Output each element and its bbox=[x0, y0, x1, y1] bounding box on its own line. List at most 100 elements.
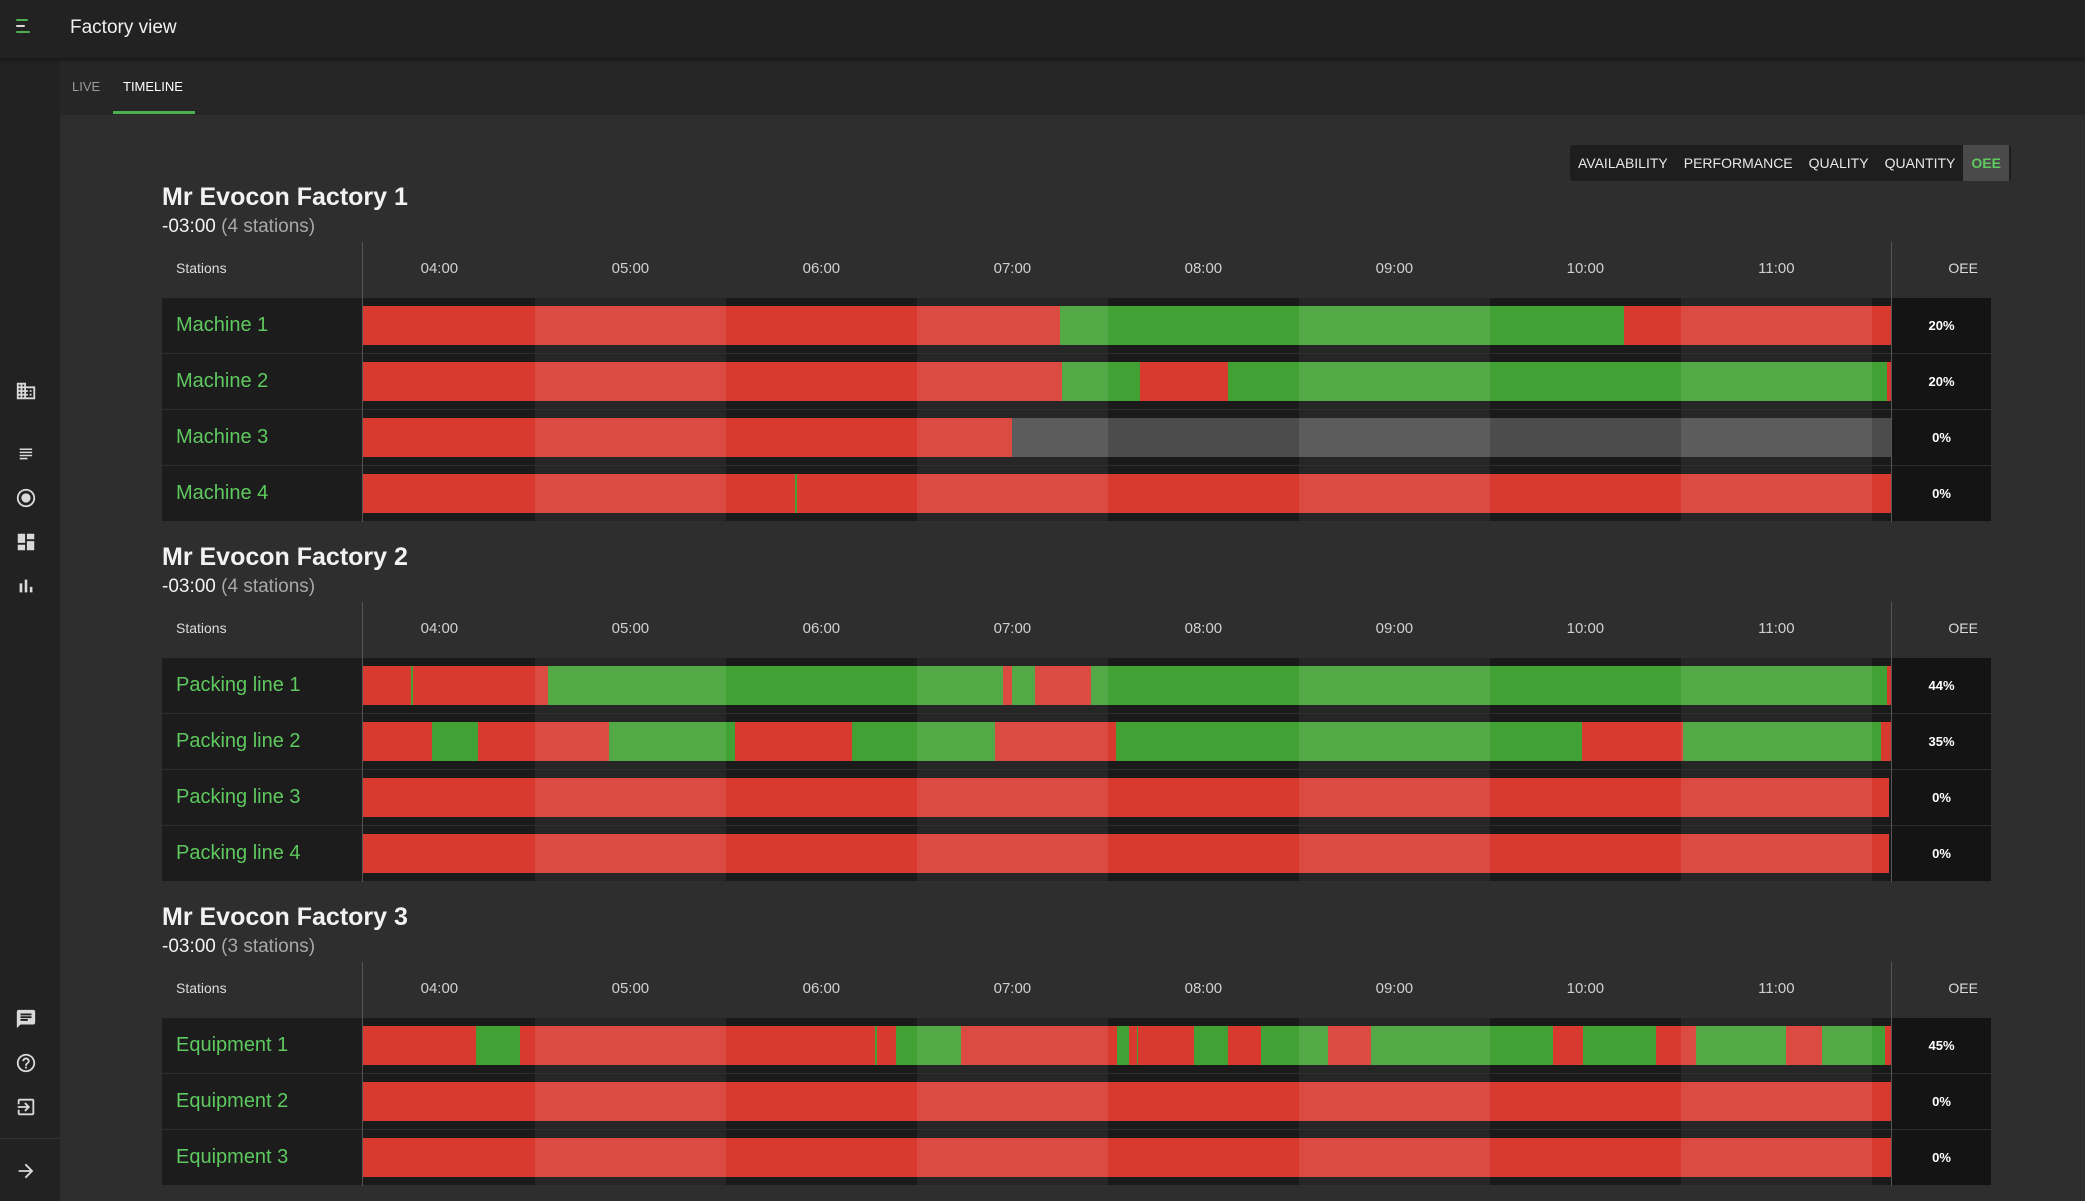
status-segment-bad[interactable] bbox=[995, 722, 1116, 761]
status-segment-bad[interactable] bbox=[363, 778, 1890, 817]
status-segment-good[interactable] bbox=[1228, 362, 1888, 401]
station-name[interactable]: Packing line 4 bbox=[162, 826, 362, 881]
status-segment-good[interactable] bbox=[1822, 1026, 1886, 1065]
station-row[interactable]: Packing line 3 0% bbox=[162, 770, 1991, 826]
metric-oee-button[interactable]: OEE bbox=[1963, 145, 2009, 181]
status-segment-bad[interactable] bbox=[1581, 722, 1683, 761]
status-segment-good[interactable] bbox=[851, 722, 996, 761]
station-name[interactable]: Packing line 2 bbox=[162, 714, 362, 769]
station-row[interactable]: Equipment 1 45% bbox=[162, 1018, 1991, 1074]
status-segment-good[interactable] bbox=[1117, 1026, 1129, 1065]
list-icon[interactable] bbox=[15, 443, 37, 465]
station-row[interactable]: Equipment 2 0% bbox=[162, 1074, 1991, 1130]
status-segment-idle[interactable] bbox=[1012, 418, 1891, 457]
factory-icon[interactable] bbox=[15, 380, 37, 402]
metric-availability-button[interactable]: AVAILABILITY bbox=[1578, 155, 1668, 171]
status-segment-bad[interactable] bbox=[1035, 666, 1091, 705]
status-segment-good[interactable] bbox=[1136, 1026, 1139, 1065]
status-segment-bad[interactable] bbox=[363, 474, 795, 513]
status-segment-good[interactable] bbox=[1062, 362, 1141, 401]
status-segment-bad[interactable] bbox=[960, 1026, 1118, 1065]
status-segment-good[interactable] bbox=[1696, 1026, 1786, 1065]
status-segment-bad[interactable] bbox=[412, 666, 549, 705]
status-segment-good[interactable] bbox=[431, 722, 478, 761]
station-row[interactable]: Equipment 3 0% bbox=[162, 1130, 1991, 1186]
expand-arrow-icon[interactable] bbox=[15, 1160, 37, 1182]
station-name[interactable]: Equipment 2 bbox=[162, 1074, 362, 1129]
status-segment-bad[interactable] bbox=[1138, 1026, 1194, 1065]
station-row[interactable]: Machine 3 0% bbox=[162, 410, 1991, 466]
menu-icon[interactable] bbox=[16, 19, 34, 37]
status-segment-bad[interactable] bbox=[363, 1026, 476, 1065]
status-segment-bad[interactable] bbox=[363, 666, 411, 705]
logout-icon[interactable] bbox=[15, 1096, 37, 1118]
station-name[interactable]: Equipment 3 bbox=[162, 1130, 362, 1185]
status-segment-bad[interactable] bbox=[363, 418, 1013, 457]
status-segment-bad[interactable] bbox=[1002, 666, 1013, 705]
station-name[interactable]: Machine 1 bbox=[162, 298, 362, 353]
status-segment-bad[interactable] bbox=[1623, 306, 1891, 345]
status-segment-good[interactable] bbox=[794, 474, 797, 513]
status-segment-bad[interactable] bbox=[363, 722, 432, 761]
status-segment-good[interactable] bbox=[895, 1026, 961, 1065]
station-name[interactable]: Packing line 3 bbox=[162, 770, 362, 825]
station-name[interactable]: Machine 2 bbox=[162, 354, 362, 409]
status-segment-bad[interactable] bbox=[1327, 1026, 1372, 1065]
status-segment-good[interactable] bbox=[874, 1026, 877, 1065]
status-segment-good[interactable] bbox=[1583, 1026, 1657, 1065]
status-segment-good[interactable] bbox=[609, 722, 736, 761]
timeline-chart: Stations OEE 04:00 05:00 06:00 07:00 08:00 09:0… bbox=[162, 602, 1991, 882]
status-segment-good[interactable] bbox=[1682, 722, 1882, 761]
station-name[interactable]: Machine 4 bbox=[162, 466, 362, 521]
status-segment-good[interactable] bbox=[410, 666, 413, 705]
status-segment-bad[interactable] bbox=[876, 1026, 896, 1065]
tab-live[interactable]: LIVE bbox=[72, 79, 101, 94]
status-segment-bad[interactable] bbox=[735, 722, 852, 761]
bar-chart-icon[interactable] bbox=[15, 575, 37, 597]
metric-performance-button[interactable]: PERFORMANCE bbox=[1683, 155, 1793, 171]
status-segment-good[interactable] bbox=[475, 1026, 520, 1065]
status-segment-bad[interactable] bbox=[363, 834, 1890, 873]
station-name[interactable]: Packing line 1 bbox=[162, 658, 362, 713]
chat-icon[interactable] bbox=[15, 1008, 37, 1030]
station-row[interactable]: Packing line 4 0% bbox=[162, 826, 1991, 882]
station-row[interactable]: Machine 4 0% bbox=[162, 466, 1991, 522]
station-row[interactable]: Machine 2 20% bbox=[162, 354, 1991, 410]
status-segment-good[interactable] bbox=[1371, 1026, 1553, 1065]
status-segment-bad[interactable] bbox=[363, 1082, 1891, 1121]
tab-timeline[interactable]: TIMELINE bbox=[123, 79, 183, 94]
status-segment-bad[interactable] bbox=[1656, 1026, 1697, 1065]
status-segment-bad[interactable] bbox=[1887, 666, 1891, 705]
status-segment-bad[interactable] bbox=[363, 362, 1063, 401]
dashboard-icon[interactable] bbox=[15, 531, 37, 553]
status-segment-good[interactable] bbox=[548, 666, 1003, 705]
metric-quality-button[interactable]: QUALITY bbox=[1808, 155, 1869, 171]
station-row[interactable]: Packing line 1 44% bbox=[162, 658, 1991, 714]
status-segment-bad[interactable] bbox=[363, 1138, 1891, 1177]
status-segment-bad[interactable] bbox=[1128, 1026, 1137, 1065]
status-segment-bad[interactable] bbox=[477, 722, 610, 761]
status-segment-good[interactable] bbox=[1115, 722, 1582, 761]
status-segment-bad[interactable] bbox=[363, 306, 1061, 345]
status-segment-bad[interactable] bbox=[1228, 1026, 1261, 1065]
status-segment-bad[interactable] bbox=[1885, 1026, 1891, 1065]
metric-quantity-button[interactable]: QUANTITY bbox=[1884, 155, 1956, 171]
status-segment-bad[interactable] bbox=[1140, 362, 1229, 401]
status-segment-bad[interactable] bbox=[1552, 1026, 1584, 1065]
status-segment-good[interactable] bbox=[1260, 1026, 1328, 1065]
help-icon[interactable] bbox=[15, 1052, 37, 1074]
status-segment-good[interactable] bbox=[1012, 666, 1036, 705]
status-segment-good[interactable] bbox=[1060, 306, 1624, 345]
target-icon[interactable] bbox=[15, 487, 37, 509]
station-name[interactable]: Equipment 1 bbox=[162, 1018, 362, 1073]
status-segment-bad[interactable] bbox=[1881, 722, 1891, 761]
status-segment-bad[interactable] bbox=[519, 1026, 875, 1065]
station-row[interactable]: Machine 1 20% bbox=[162, 298, 1991, 354]
status-segment-bad[interactable] bbox=[1887, 362, 1891, 401]
status-segment-good[interactable] bbox=[1193, 1026, 1229, 1065]
status-segment-bad[interactable] bbox=[1785, 1026, 1823, 1065]
status-segment-bad[interactable] bbox=[796, 474, 1891, 513]
station-name[interactable]: Machine 3 bbox=[162, 410, 362, 465]
station-row[interactable]: Packing line 2 35% bbox=[162, 714, 1991, 770]
status-segment-good[interactable] bbox=[1090, 666, 1888, 705]
